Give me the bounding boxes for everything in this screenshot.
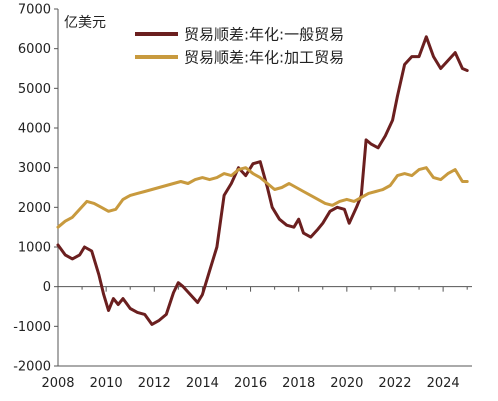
y-tick-label: 7000 [18,3,51,18]
series-line-general-trade [56,35,469,326]
y-tick-label: -1000 [13,320,51,335]
y-tick-label: 6000 [18,42,51,57]
series-line-processing-trade [56,166,469,229]
x-tick-label: 2010 [90,376,123,391]
x-tick-label: 2018 [282,376,315,391]
x-tick-label: 2014 [186,376,219,391]
y-tick-label: -2000 [13,360,51,375]
y-tick-label: 3000 [18,161,51,176]
x-tick-label: 2008 [41,376,74,391]
x-tick-label: 2012 [138,376,171,391]
y-unit-label: 亿美元 [64,15,106,31]
x-tick-label: 2022 [378,376,411,391]
y-tick-label: 0 [43,280,51,295]
legend-label-general-trade: 贸易顺差:年化:一般贸易 [184,26,344,44]
y-tick-label: 2000 [18,201,51,216]
y-tick-label: 1000 [18,241,51,256]
legend-label-processing-trade: 贸易顺差:年化:加工贸易 [184,49,344,67]
x-tick-label: 2020 [330,376,363,391]
chart-series [56,35,469,326]
x-tick-label: 2024 [427,376,460,391]
chart-axes: -2000 -1000 0 1000 2000 3000 4000 5000 6000 7000 2… [13,3,472,391]
y-tick-label: 5000 [18,82,51,97]
y-tick-label: 4000 [18,122,51,137]
x-tick-label: 2016 [234,376,267,391]
